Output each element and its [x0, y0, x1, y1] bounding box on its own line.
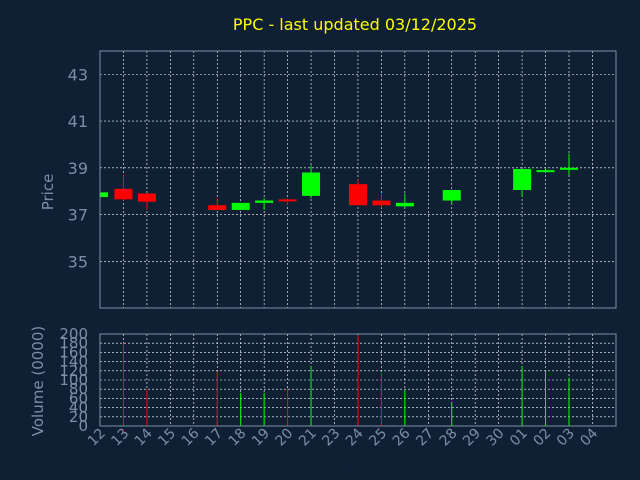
candle-body — [255, 200, 274, 203]
candle-body — [372, 200, 391, 206]
price-tick-label: 35 — [68, 252, 88, 271]
volume-tick-label: 100 — [59, 371, 88, 389]
candle-02 — [536, 167, 555, 173]
price-plot-frame — [99, 50, 617, 309]
volume-bars — [122, 334, 570, 426]
date-tick-label: 19 — [249, 426, 273, 450]
date-tick-label: 15 — [155, 426, 179, 450]
volume-tick-label: 40 — [69, 399, 88, 417]
date-tick-label: 20 — [273, 426, 297, 450]
candle-body — [278, 199, 297, 202]
date-tick-label: 24 — [343, 425, 367, 449]
date-tick-label: 16 — [179, 425, 203, 449]
candle-body — [114, 188, 133, 200]
candle-21 — [302, 165, 321, 199]
candle-24 — [348, 179, 367, 206]
date-tick-label: 12 — [85, 426, 109, 450]
candle-12 — [99, 192, 108, 198]
date-tick-label: 28 — [437, 426, 461, 450]
date-tick-label: 02 — [530, 426, 554, 450]
candle-body — [536, 170, 555, 173]
candle-17 — [208, 198, 227, 210]
date-tick-label: 17 — [202, 426, 226, 450]
candle-body — [560, 167, 578, 170]
candle-body — [513, 168, 532, 191]
price-tick-labels: 35 37 39 41 43 — [68, 65, 88, 271]
volume-tick-label: 80 — [69, 380, 88, 398]
volume-tick-label: 20 — [69, 408, 88, 426]
date-tick-label: 03 — [554, 426, 578, 450]
plot-frames — [99, 50, 617, 427]
candle-body — [100, 192, 108, 198]
candle-28 — [442, 190, 461, 205]
date-tick-label: 23 — [319, 426, 343, 450]
date-tick-label: 01 — [507, 426, 531, 450]
date-tick-label: 25 — [366, 426, 390, 450]
chart-title: PPC - last updated 03/12/2025 — [233, 15, 477, 34]
candle-body — [395, 202, 414, 207]
date-tick-label: 13 — [108, 426, 132, 450]
date-tick-label: 18 — [226, 426, 250, 450]
price-tick-label: 39 — [68, 159, 88, 178]
date-tick-label: 04 — [577, 425, 601, 449]
date-tick-label: 21 — [296, 426, 320, 450]
candle-25 — [372, 193, 391, 208]
candle-26 — [395, 193, 414, 208]
volume-tick-label: 160 — [59, 343, 88, 361]
candle-01 — [513, 168, 532, 198]
candle-body — [442, 190, 461, 201]
candle-body — [208, 205, 227, 210]
price-tick-label: 43 — [68, 65, 88, 84]
date-tick-label: 26 — [390, 425, 414, 449]
volume-tick-label: 60 — [69, 389, 88, 407]
volume-plot-frame — [99, 333, 617, 427]
volume-axis-label: Volume (0000) — [29, 326, 47, 436]
candle-20 — [278, 198, 297, 206]
candle-body — [137, 193, 156, 202]
day-axis-label: Day — [333, 459, 361, 475]
candle-13 — [114, 174, 133, 201]
price-axis-label: Price — [39, 174, 57, 211]
date-tick-label: 29 — [460, 426, 484, 450]
candle-03 — [560, 153, 578, 175]
date-tick-labels: 12 13 14 15 16 17 18 19 20 21 23 24 25 26 27 28 29 30 01 02… — [85, 425, 601, 449]
price-tick-label: 41 — [68, 112, 88, 131]
volume-tick-label: 180 — [59, 334, 88, 352]
price-tick-label: 37 — [68, 206, 88, 225]
candle-19 — [255, 198, 274, 210]
volume-tick-label: 200 — [59, 325, 88, 343]
candle-body — [348, 184, 367, 206]
date-tick-label: 30 — [484, 426, 508, 450]
volume-tick-label: 0 — [78, 417, 88, 435]
date-tick-label: 14 — [132, 425, 156, 449]
volume-tick-label: 120 — [59, 362, 88, 380]
date-tick-label: 27 — [413, 426, 437, 450]
candle-14 — [137, 193, 156, 210]
candle-18 — [231, 202, 250, 210]
candle-body — [231, 202, 250, 210]
volume-tick-label: 140 — [59, 353, 88, 371]
candle-body — [302, 172, 321, 196]
candles — [99, 153, 578, 210]
